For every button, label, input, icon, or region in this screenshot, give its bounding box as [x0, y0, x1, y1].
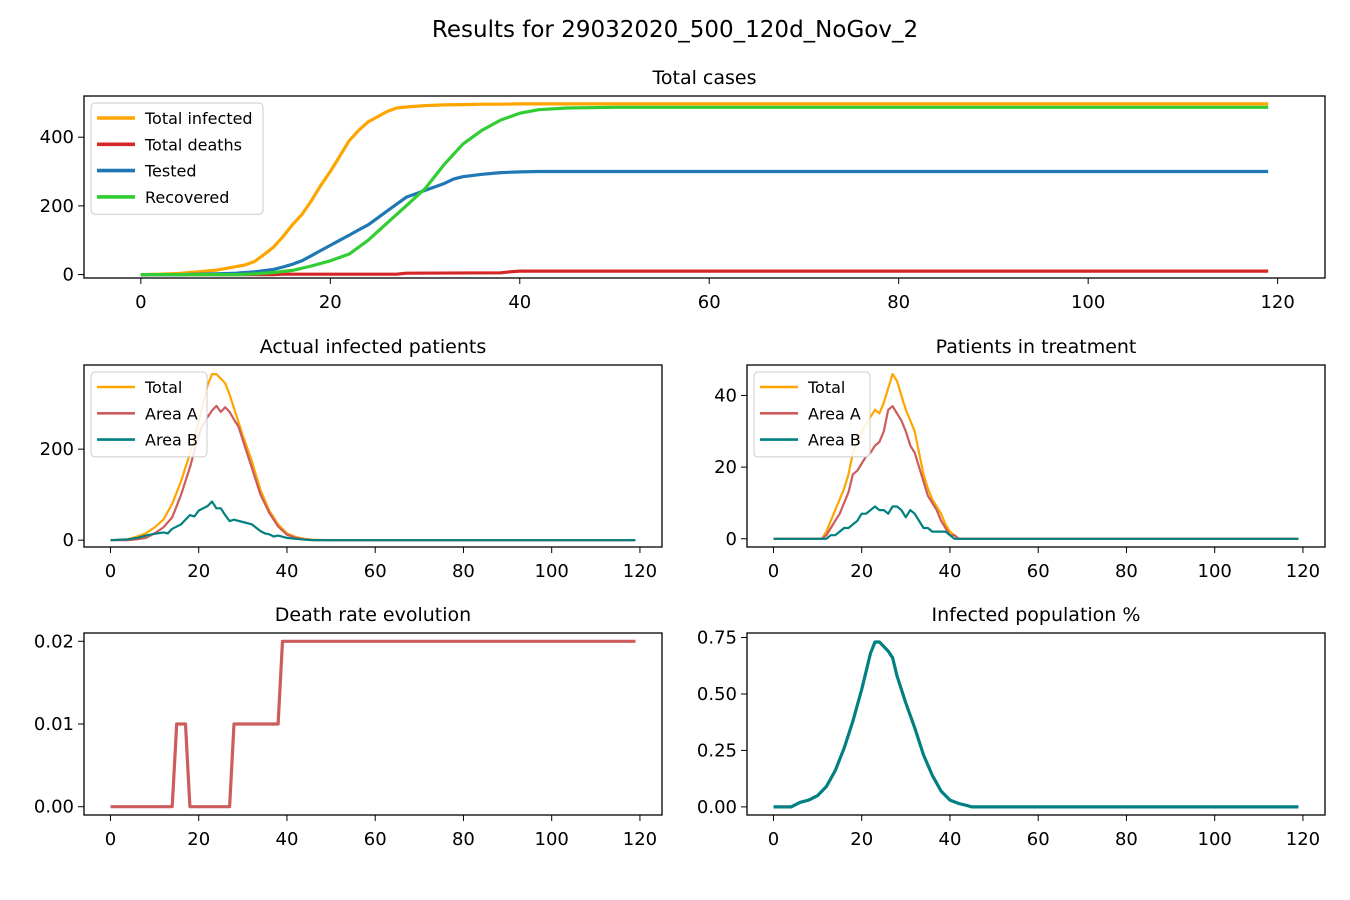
y-tick-label: 0.50 [697, 684, 737, 705]
x-tick-label: 100 [1071, 292, 1105, 313]
x-tick-label: 60 [364, 829, 387, 850]
chart-title: Infected population % [932, 604, 1141, 626]
chart-infected-pct: Infected population % 0 20 40 60 80 100 120 0.00… [697, 604, 1326, 850]
legend-box [90, 371, 208, 458]
x-tick-label: 0 [105, 561, 116, 582]
y-tick-label: 0.00 [697, 797, 737, 818]
chart-title: Death rate evolution [275, 604, 471, 626]
plot-frame [83, 632, 663, 816]
legend-box [90, 102, 264, 215]
x-tick-label: 80 [452, 561, 475, 582]
x-tick-label: 20 [319, 292, 342, 313]
x-tick-label: 60 [698, 292, 721, 313]
y-tick-label: 0.25 [697, 740, 737, 761]
legend-label: Total deaths [144, 135, 242, 154]
chart-actual-infected: Actual infected patients 0 20 40 60 80 100 120 0… [40, 336, 663, 582]
x-tick-label: 0 [105, 829, 116, 850]
x-tick-label: 100 [1198, 829, 1232, 850]
series-line-tested [140, 169, 1269, 277]
y-tick-label: 20 [714, 457, 737, 478]
series-line-area-a [110, 404, 636, 542]
legend-label: Area A [808, 404, 861, 423]
x-tick-label: 40 [508, 292, 531, 313]
series-line-total-infected [140, 102, 1269, 277]
x-tick-label: 120 [1260, 292, 1294, 313]
y-tick-label: 0.01 [34, 714, 74, 735]
chart-title: Actual infected patients [260, 336, 486, 358]
series-line-total [773, 372, 1299, 540]
x-tick-label: 20 [850, 829, 873, 850]
plot-frame [83, 364, 663, 548]
series-line-area-a [773, 405, 1299, 540]
x-tick-label: 120 [623, 829, 657, 850]
x-tick-label: 60 [364, 561, 387, 582]
series-line-main [773, 640, 1299, 809]
x-tick-label: 80 [1115, 829, 1138, 850]
chart-title: Patients in treatment [936, 336, 1137, 358]
legend-box [753, 371, 871, 458]
legend: Total infected Total deaths Tested Recovere… [90, 102, 264, 215]
y-tick-label: 200 [40, 439, 74, 460]
x-tick-label: 80 [887, 292, 910, 313]
x-tick-label: 120 [1286, 829, 1320, 850]
x-tick-label: 100 [1198, 561, 1232, 582]
legend: Total Area A Area B [753, 371, 871, 458]
y-tick-label: 0.75 [697, 628, 737, 649]
chart-death-rate: Death rate evolution 0 20 40 60 80 100 120 0.00 0… [34, 604, 663, 850]
y-tick-label: 0 [63, 530, 74, 551]
series-line-recovered [140, 105, 1269, 277]
plot-frame [83, 95, 1326, 279]
series-line-main [110, 639, 636, 809]
x-tick-label: 40 [276, 829, 299, 850]
plot-frame [746, 632, 1326, 816]
x-tick-label: 120 [1286, 561, 1320, 582]
legend-label: Tested [144, 162, 197, 181]
legend-label: Recovered [145, 188, 229, 207]
x-tick-label: 60 [1027, 561, 1050, 582]
chart-in-treatment: Patients in treatment 0 20 40 60 80 100 120 0 20 4… [714, 336, 1326, 582]
chart-total-cases: Total cases 0 20 40 60 80 100 120 0 200 400 Total i… [40, 67, 1326, 313]
series-line-area-b [110, 500, 636, 542]
x-tick-label: 100 [535, 561, 569, 582]
x-tick-label: 20 [850, 561, 873, 582]
y-tick-label: 400 [40, 127, 74, 148]
x-tick-label: 0 [768, 829, 779, 850]
x-tick-label: 80 [1115, 561, 1138, 582]
x-tick-label: 100 [535, 829, 569, 850]
y-tick-label: 40 [714, 385, 737, 406]
x-tick-label: 0 [135, 292, 146, 313]
x-tick-label: 40 [276, 561, 299, 582]
series-line-total-deaths [140, 269, 1269, 277]
legend-label: Area B [145, 431, 198, 450]
legend-label: Total [144, 378, 182, 397]
x-tick-label: 120 [623, 561, 657, 582]
legend-label: Total [807, 378, 845, 397]
plot-frame [746, 364, 1326, 548]
chart-title: Total cases [652, 67, 757, 89]
legend: Total Area A Area B [90, 371, 208, 458]
x-tick-label: 0 [768, 561, 779, 582]
series-line-area-b [773, 505, 1299, 540]
x-tick-label: 80 [452, 829, 475, 850]
legend-label: Area A [145, 404, 198, 423]
legend-label: Area B [808, 431, 861, 450]
y-tick-label: 200 [40, 196, 74, 217]
x-tick-label: 60 [1027, 829, 1050, 850]
figure-title: Results for 29032020_500_120d_NoGov_2 [432, 17, 918, 43]
y-tick-label: 0 [726, 529, 737, 550]
x-tick-label: 20 [187, 829, 210, 850]
x-tick-label: 20 [187, 561, 210, 582]
y-tick-label: 0.02 [34, 631, 74, 652]
x-tick-label: 40 [939, 829, 962, 850]
x-tick-label: 40 [939, 561, 962, 582]
legend-label: Total infected [144, 109, 253, 128]
y-tick-label: 0.00 [34, 797, 74, 818]
y-tick-label: 0 [63, 265, 74, 286]
